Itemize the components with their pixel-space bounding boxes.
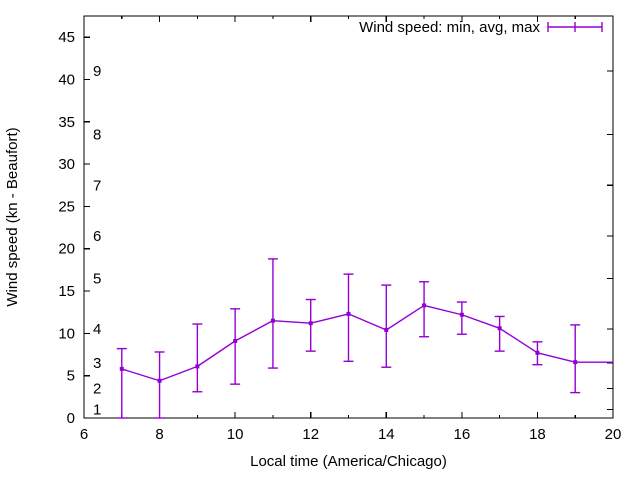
average-point-marker: [459, 312, 464, 317]
x-axis-title: Local time (America/Chicago): [250, 453, 447, 470]
average-point-marker: [422, 303, 427, 308]
average-point-marker: [157, 378, 162, 383]
beaufort-tick-label: 3: [93, 355, 101, 372]
x-tick-label: 18: [529, 426, 546, 443]
y-tick-label: 10: [58, 325, 75, 342]
y-tick-label: 25: [58, 198, 75, 215]
y-tick-label: 15: [58, 283, 75, 300]
average-line: [121, 304, 613, 382]
average-point-marker: [119, 366, 124, 371]
average-point-marker: [270, 318, 275, 323]
average-point-marker: [384, 327, 389, 332]
y-axis-title: Wind speed (kn - Beaufort): [4, 127, 21, 306]
beaufort-tick-label: 2: [93, 380, 101, 397]
beaufort-tick-label: 7: [93, 177, 101, 194]
x-tick-label: 14: [378, 426, 395, 443]
average-point-marker: [233, 338, 238, 343]
x-tick-label: 12: [302, 426, 319, 443]
beaufort-tick-label: 1: [93, 402, 101, 419]
beaufort-tick-label: 9: [93, 63, 101, 80]
y-tick-label: 35: [58, 114, 75, 131]
y-tick-label: 40: [58, 71, 75, 88]
beaufort-tick-label: 8: [93, 126, 101, 143]
x-tick-label: 16: [454, 426, 471, 443]
beaufort-tick-label: 6: [93, 228, 101, 245]
beaufort-tick-label: 4: [93, 321, 101, 338]
y-tick-label: 5: [67, 368, 75, 385]
average-point-marker: [573, 360, 578, 365]
x-tick-label: 8: [155, 426, 163, 443]
average-point-marker: [195, 364, 200, 369]
x-tick-label: 6: [80, 426, 88, 443]
average-point-marker: [308, 321, 313, 326]
beaufort-tick-label: 5: [93, 270, 101, 287]
average-point-marker: [346, 311, 351, 316]
x-tick-label: 20: [605, 426, 622, 443]
average-point-marker: [497, 326, 502, 331]
y-tick-label: 20: [58, 241, 75, 258]
x-tick-label: 10: [227, 426, 244, 443]
y-tick-label: 30: [58, 156, 75, 173]
y-tick-label: 0: [67, 410, 75, 427]
y-tick-label: 45: [58, 29, 75, 46]
legend-label: Wind speed: min, avg, max: [359, 19, 540, 36]
average-point-marker: [535, 350, 540, 355]
